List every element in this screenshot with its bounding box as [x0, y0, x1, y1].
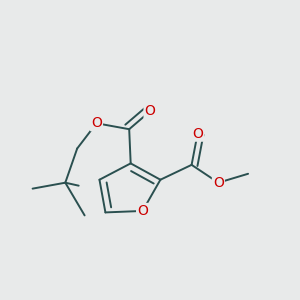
Text: O: O: [192, 127, 203, 141]
Text: O: O: [213, 176, 224, 190]
Text: O: O: [145, 104, 155, 118]
Text: O: O: [91, 116, 102, 130]
Text: O: O: [137, 204, 148, 218]
